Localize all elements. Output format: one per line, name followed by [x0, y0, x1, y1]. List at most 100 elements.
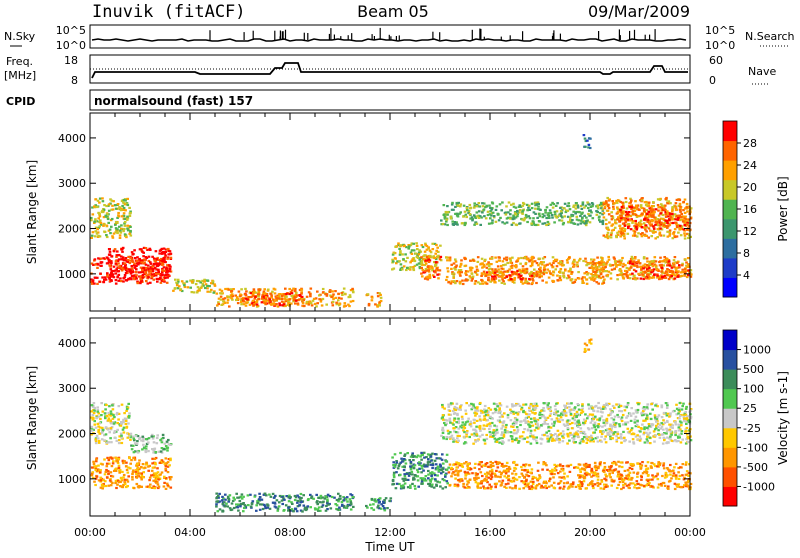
velocity-cell [396, 462, 399, 464]
power-cell [447, 281, 450, 283]
velocity-cell [165, 457, 168, 459]
power-cell [472, 276, 475, 278]
power-cell [212, 280, 215, 282]
velocity-cell [154, 472, 157, 474]
power-cell [102, 257, 105, 259]
velocity-cell [417, 486, 420, 488]
velocity-cell [264, 493, 267, 495]
power-cell [672, 233, 675, 235]
power-cell [617, 261, 620, 263]
power-cell [338, 297, 341, 299]
power-cell [530, 223, 533, 225]
power-cell [166, 258, 169, 260]
velocity-cell [106, 415, 109, 417]
power-cell [330, 296, 333, 298]
power-cell [639, 266, 642, 268]
power-cell [668, 278, 671, 280]
velocity-cell [124, 418, 127, 420]
power-cell [604, 266, 607, 268]
velocity-cell [447, 467, 450, 469]
power-cell [450, 282, 453, 284]
power-cell [628, 211, 631, 213]
velocity-cell [339, 497, 342, 499]
power-cell [120, 267, 123, 269]
power-cell [439, 258, 442, 260]
power-cell [371, 297, 374, 299]
power-cell [622, 223, 625, 225]
power-cell [432, 248, 435, 250]
power-cell [485, 275, 488, 277]
power-cell [94, 230, 97, 232]
velocity-cell [110, 413, 113, 415]
power-cell [117, 212, 120, 214]
power-cell [562, 275, 565, 277]
power-cell [439, 245, 442, 247]
velocity-cell [274, 495, 277, 497]
power-cell [652, 208, 655, 210]
power-cell [343, 288, 346, 290]
velocity-cell [441, 453, 444, 455]
power-cell [471, 273, 474, 275]
velocity-cell [414, 485, 417, 487]
power-cell [681, 269, 684, 271]
power-cell [99, 273, 102, 275]
power-cell [412, 268, 415, 270]
power-cell [596, 268, 599, 270]
power-cell [512, 203, 515, 205]
power-cell [147, 265, 150, 267]
power-cell [585, 264, 588, 266]
velocity-cell [423, 464, 426, 466]
power-cell [536, 203, 539, 205]
power-cell [167, 248, 170, 250]
velocity-cell [166, 447, 169, 449]
power-cell [108, 259, 111, 261]
power-cell [669, 216, 672, 218]
power-cell [625, 273, 628, 275]
power-cell [368, 303, 371, 305]
power-cell [122, 280, 125, 282]
velocity-cell [497, 476, 500, 478]
power-cell [488, 205, 491, 207]
power-cell [447, 211, 450, 213]
velocity-cell [325, 510, 328, 512]
power-cell [408, 245, 411, 247]
power-cell [646, 221, 649, 223]
velocity-cell [439, 485, 442, 487]
power-cell [622, 265, 625, 267]
velocity-cell [326, 498, 329, 500]
velocity-cell [511, 473, 514, 475]
velocity-cell [478, 468, 481, 470]
velocity-cell [380, 503, 383, 505]
power-cell [526, 221, 529, 223]
power-cell [640, 278, 643, 280]
velocity-cell [597, 466, 600, 468]
velocity-cell [233, 498, 236, 500]
power-colorbar-tick-label: 20 [743, 181, 757, 194]
velocity-cell [435, 484, 438, 486]
power-cell [491, 257, 494, 259]
power-cell [158, 273, 161, 275]
power-region-5 [240, 292, 304, 307]
power-cell [494, 268, 497, 270]
velocity-cell [247, 504, 250, 506]
velocity-cell [436, 474, 439, 476]
power-cell [119, 230, 122, 232]
power-cell [612, 206, 615, 208]
power-cell [574, 212, 577, 214]
power-cell [635, 270, 638, 272]
velocity-cell [518, 476, 521, 478]
velocity-cell [123, 474, 126, 476]
power-cell [554, 215, 557, 217]
power-cell [676, 262, 679, 264]
power-cell [617, 199, 620, 201]
velocity-cell [430, 460, 433, 462]
velocity-cell [130, 433, 133, 435]
power-cell [668, 218, 671, 220]
power-cell [627, 226, 630, 228]
velocity-cell [521, 469, 524, 471]
power-cell [270, 303, 273, 305]
velocity-cell [301, 501, 304, 503]
velocity-cell [153, 441, 156, 443]
velocity-cell [98, 442, 101, 444]
velocity-cell [546, 469, 549, 471]
